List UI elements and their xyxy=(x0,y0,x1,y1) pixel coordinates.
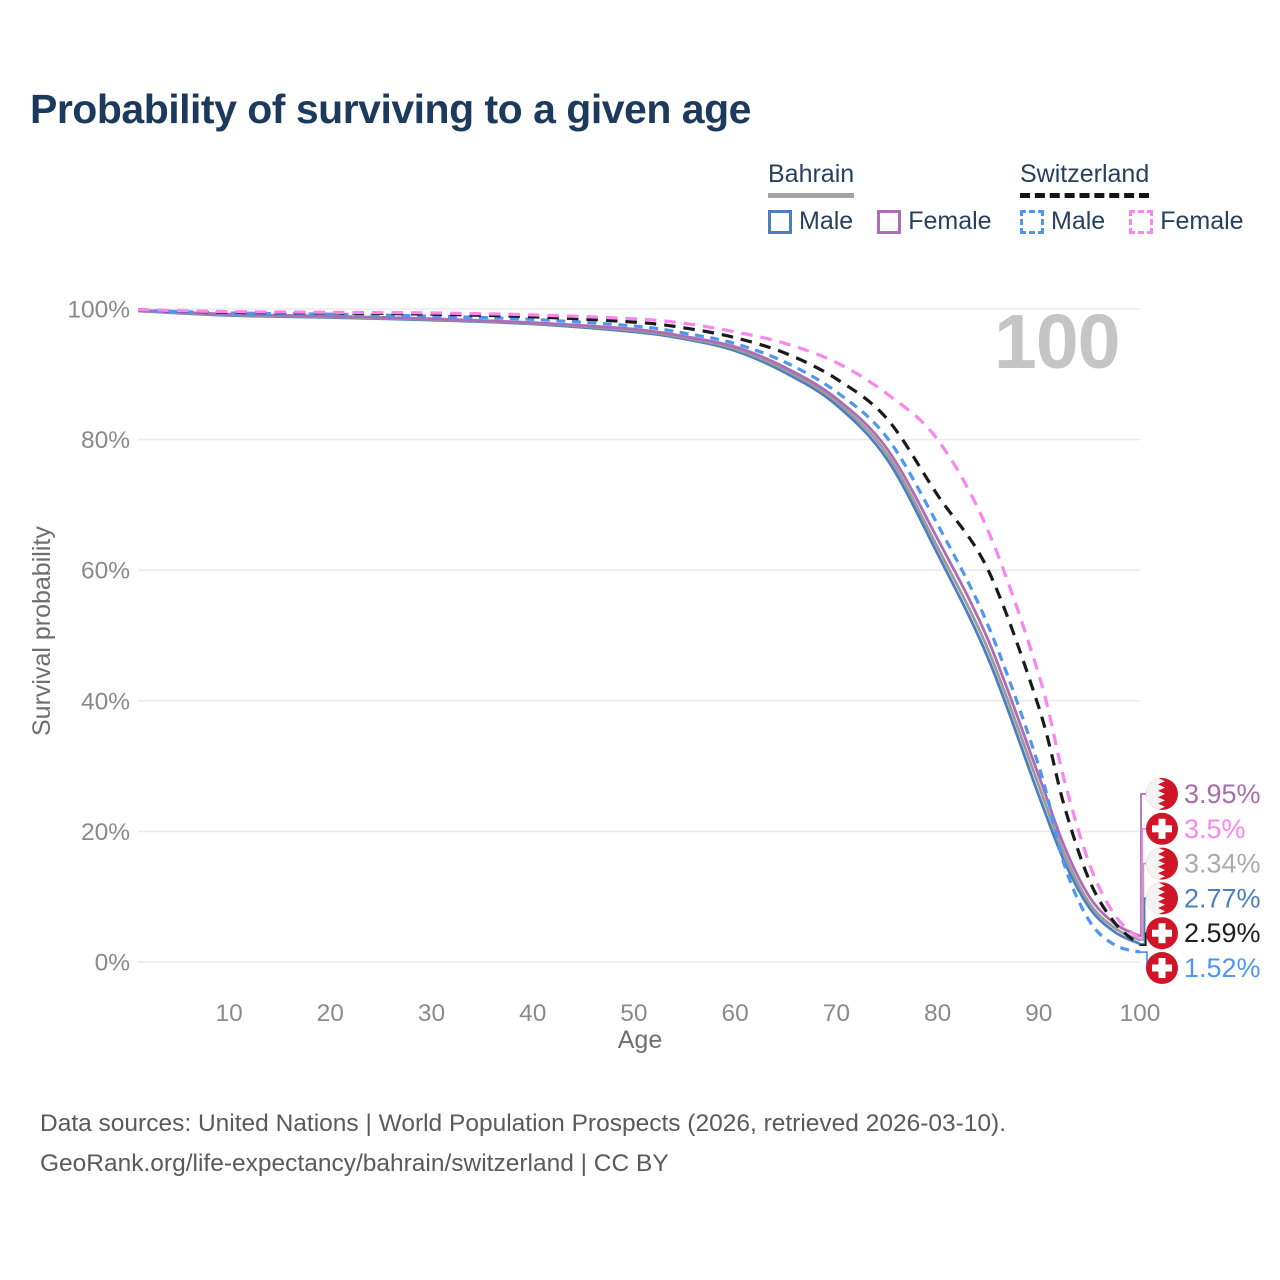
x-tick-label: 70 xyxy=(823,1000,850,1027)
bahrain-flag-icon xyxy=(1146,847,1178,880)
grid-layer: 0% 20% 40% 60% 80% 100% 10 20 30 40 50 60 70 80 90 100 xyxy=(67,297,1160,1028)
y-tick-label: 0% xyxy=(95,950,130,977)
end-label-connector xyxy=(1140,932,1147,946)
end-label-connector xyxy=(1140,862,1146,942)
bahrain-flag-icon xyxy=(1146,882,1178,915)
legend-swatch-bahrain-female-icon xyxy=(877,209,902,234)
annotation-layer: 3.95% 3.5% 3.34% 2.77% 2.59% 1.52% xyxy=(1140,778,1261,984)
x-tick-label: 60 xyxy=(722,1000,749,1027)
end-label-connector xyxy=(1140,951,1148,969)
x-tick-label: 30 xyxy=(418,1000,445,1027)
legend-swatch-switzerland-male-icon xyxy=(1020,209,1044,234)
switzerland-flag-icon xyxy=(1146,917,1178,950)
legend-swatch-switzerland-female-icon xyxy=(1129,209,1154,234)
footer: Data sources: United Nations | World Pop… xyxy=(40,1104,1006,1184)
end-label-value: 3.95% xyxy=(1184,779,1261,809)
bahrain-flag-serration xyxy=(1146,882,1165,915)
legend-items-bahrain: Male Female xyxy=(768,207,992,236)
series-line-bahrain-female xyxy=(137,308,1141,938)
bahrain-flag-serration xyxy=(1146,847,1165,880)
legend-label-bahrain-female: Female xyxy=(908,207,992,235)
swiss-cross-icon xyxy=(1152,825,1172,833)
legend-group-bahrain: Bahrain Male Female xyxy=(768,160,992,236)
x-tick-label: 50 xyxy=(620,1000,647,1027)
x-tick-label: 20 xyxy=(317,1000,344,1027)
legend-item-switzerland-male[interactable]: Male xyxy=(1020,207,1105,236)
legend-label-switzerland-female: Female xyxy=(1160,207,1244,235)
legend-group-switzerland: Switzerland Male Female xyxy=(1020,160,1244,236)
footer-data-sources: Data sources: United Nations | World Pop… xyxy=(40,1110,1007,1137)
end-label-value: 2.77% xyxy=(1184,883,1261,913)
x-tick-label: 90 xyxy=(1025,1000,1052,1027)
switzerland-flag-icon xyxy=(1146,952,1178,984)
swiss-cross-icon xyxy=(1152,929,1172,937)
legend-item-bahrain-female[interactable]: Female xyxy=(877,207,992,236)
end-label-connector xyxy=(1140,897,1146,945)
bahrain-flag-serration xyxy=(1146,778,1165,810)
end-label-value: 2.59% xyxy=(1184,918,1261,948)
legend-label-switzerland-male: Male xyxy=(1051,207,1106,235)
legend-label-bahrain-male: Male xyxy=(799,207,854,235)
legend-country-bahrain[interactable]: Bahrain xyxy=(768,160,855,198)
legend-swatch-bahrain-male-icon xyxy=(768,209,792,234)
legend-item-switzerland-female[interactable]: Female xyxy=(1129,207,1244,236)
y-tick-label: 60% xyxy=(81,558,130,585)
series-line-switzerland-male xyxy=(137,308,1141,954)
x-tick-label: 10 xyxy=(215,1000,242,1027)
y-tick-label: 20% xyxy=(81,819,130,846)
x-tick-label: 40 xyxy=(519,1000,546,1027)
switzerland-flag-icon xyxy=(1146,812,1178,845)
chart-title: Probability of surviving to a given age xyxy=(30,86,751,132)
end-label-value: 3.34% xyxy=(1184,849,1261,879)
age-counter-watermark: 100 xyxy=(994,299,1120,385)
end-label-connector xyxy=(1140,793,1146,938)
legend-country-switzerland[interactable]: Switzerland xyxy=(1020,160,1150,198)
y-tick-label: 80% xyxy=(81,427,130,454)
swiss-cross-icon xyxy=(1152,964,1172,972)
legend-item-bahrain-male[interactable]: Male xyxy=(768,207,853,236)
y-axis-title: Survival probability xyxy=(28,526,56,736)
curve-layer xyxy=(137,308,1142,954)
end-label-connector xyxy=(1140,827,1146,940)
x-tick-label: 80 xyxy=(924,1000,951,1027)
bahrain-flag-icon xyxy=(1146,778,1178,810)
x-axis-title: Age xyxy=(617,1026,663,1054)
x-tick-label: 100 xyxy=(1120,1000,1161,1027)
legend-items-switzerland: Male Female xyxy=(1020,207,1244,236)
end-label-value: 3.5% xyxy=(1184,814,1246,844)
y-tick-label: 40% xyxy=(81,688,130,715)
y-tick-label: 100% xyxy=(67,297,130,324)
footer-attribution: GeoRank.org/life-expectancy/bahrain/swit… xyxy=(40,1150,669,1177)
end-label-value: 1.52% xyxy=(1184,953,1261,983)
series-line-switzerland-female xyxy=(137,308,1142,941)
